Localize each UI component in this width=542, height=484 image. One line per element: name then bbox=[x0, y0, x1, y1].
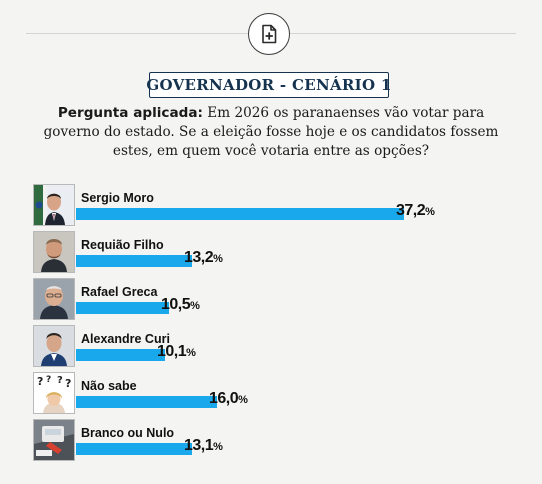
chart-title: GOVERNADOR - CENÁRIO 1 bbox=[146, 72, 391, 98]
category-label: Não sabe bbox=[81, 379, 137, 393]
data-label: 13,1% bbox=[184, 437, 223, 455]
category-label: Requião Filho bbox=[81, 238, 164, 252]
avatar bbox=[33, 325, 75, 367]
bar-row-requiao-filho: Requião Filho 13,2% bbox=[33, 231, 513, 273]
question-label: Pergunta aplicada: bbox=[57, 105, 203, 121]
document-plus-icon bbox=[262, 24, 277, 44]
category-label: Rafael Greca bbox=[81, 285, 158, 299]
data-label: 37,2% bbox=[396, 202, 435, 220]
bar-row-nao-sabe: ? ? ? ? Não sabe 16,0% bbox=[33, 372, 513, 414]
data-label-unit: % bbox=[425, 206, 435, 218]
svg-text:?: ? bbox=[46, 375, 51, 385]
data-label: 13,2% bbox=[184, 249, 223, 267]
avatar bbox=[33, 419, 75, 461]
bar-row-rafael-greca: Rafael Greca 10,5% bbox=[33, 278, 513, 320]
avatar bbox=[33, 278, 75, 320]
avatar: ? ? ? ? bbox=[33, 372, 75, 414]
data-label: 10,5% bbox=[161, 296, 200, 314]
data-label-unit: % bbox=[213, 441, 223, 453]
bar-row-alexandre-curi: Alexandre Curi 10,1% bbox=[33, 325, 513, 367]
data-label: 16,0% bbox=[209, 390, 248, 408]
bar bbox=[76, 443, 192, 455]
category-label: Branco ou Nulo bbox=[81, 426, 175, 440]
data-label-unit: % bbox=[190, 300, 200, 312]
bar bbox=[76, 255, 192, 267]
bar bbox=[76, 396, 217, 408]
bar bbox=[76, 208, 404, 220]
question-text: Pergunta aplicada: Em 2026 os paranaense… bbox=[40, 104, 502, 161]
question-body: Em 2026 os paranaenses vão votar para go… bbox=[43, 105, 499, 159]
data-label-value: 10,5 bbox=[161, 296, 191, 313]
data-label-unit: % bbox=[213, 253, 223, 265]
bar-row-sergio-moro: Sergio Moro 37,2% bbox=[33, 184, 513, 226]
data-label-value: 13,2 bbox=[184, 249, 214, 266]
avatar bbox=[33, 231, 75, 273]
category-label: Sergio Moro bbox=[81, 191, 154, 205]
category-label: Alexandre Curi bbox=[81, 332, 170, 346]
data-label-value: 37,2 bbox=[396, 202, 426, 219]
data-label-unit: % bbox=[186, 347, 196, 359]
data-label-unit: % bbox=[238, 394, 248, 406]
svg-text:?: ? bbox=[57, 375, 63, 386]
avatar bbox=[33, 184, 75, 226]
bar-row-branco-ou-nulo: Branco ou Nulo 13,1% bbox=[33, 419, 513, 461]
bar bbox=[76, 349, 165, 361]
svg-text:?: ? bbox=[37, 375, 43, 388]
document-badge bbox=[248, 13, 290, 55]
svg-text:?: ? bbox=[65, 377, 71, 390]
data-label-value: 13,1 bbox=[184, 437, 214, 454]
data-label-value: 16,0 bbox=[209, 390, 239, 407]
data-label-value: 10,1 bbox=[157, 343, 187, 360]
data-label: 10,1% bbox=[157, 343, 196, 361]
bar bbox=[76, 302, 169, 314]
